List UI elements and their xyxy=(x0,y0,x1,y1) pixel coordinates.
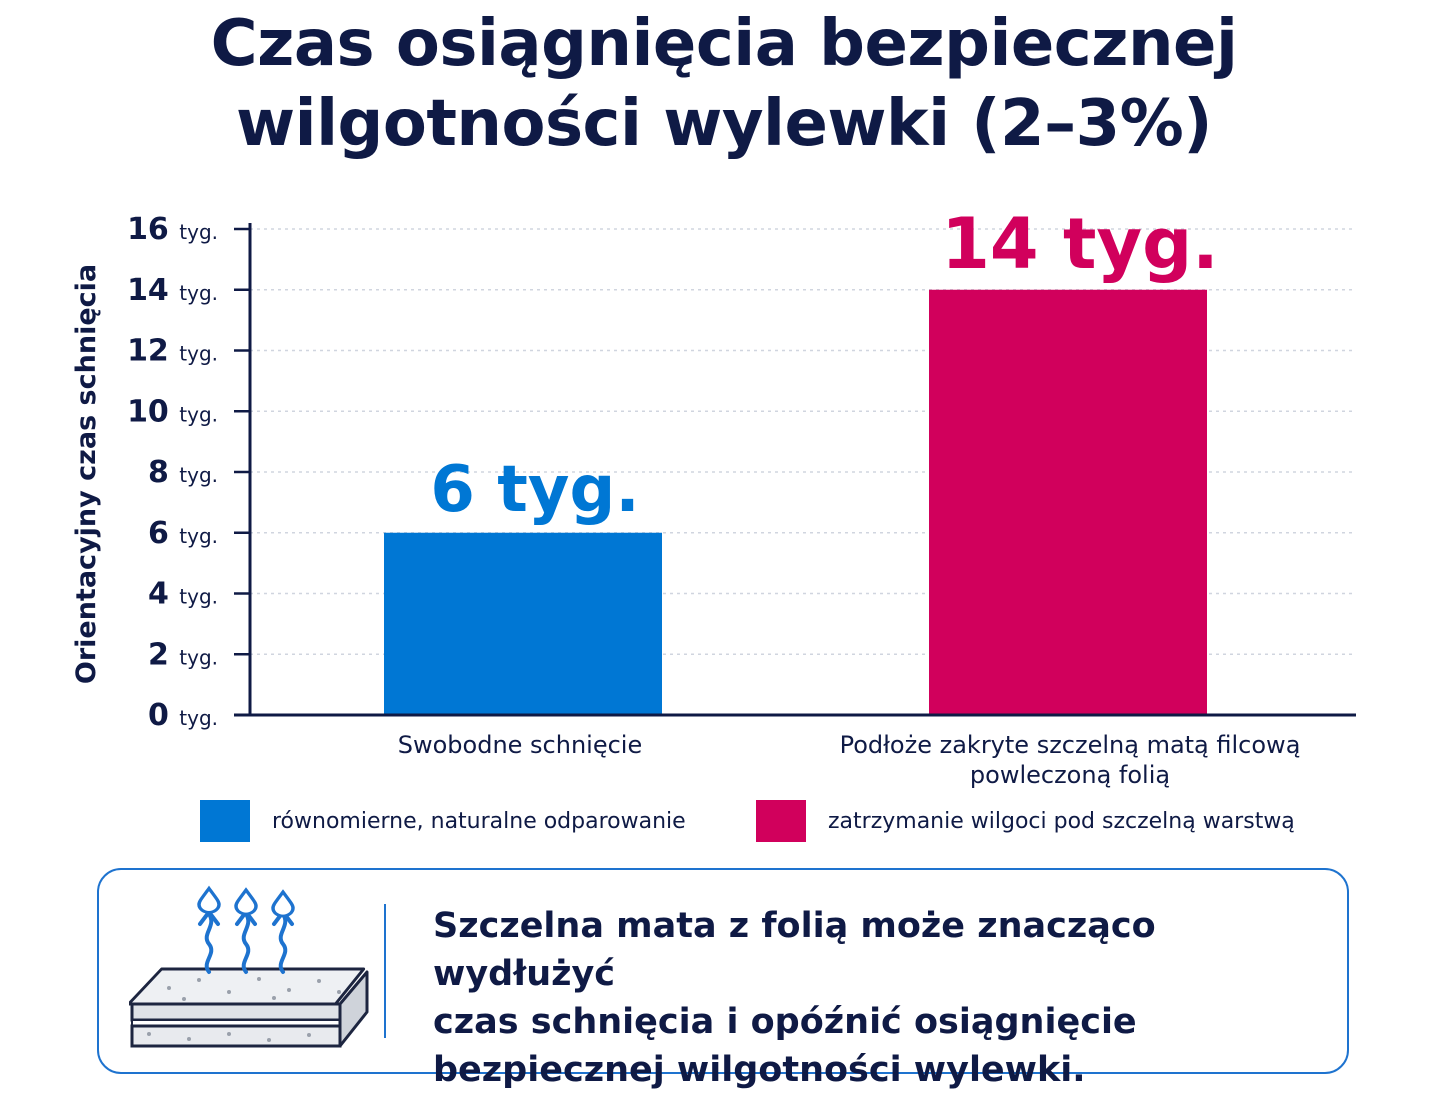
legend-label: równomierne, naturalne odparowanie xyxy=(272,808,686,834)
x-category-label: Swobodne schnięcie xyxy=(330,730,710,760)
y-tick-label: 8 tyg. xyxy=(148,455,218,490)
y-tick-label: 6 tyg. xyxy=(148,516,218,551)
info-text-line: Szczelna mata z folią może znacząco wydł… xyxy=(433,906,1156,994)
y-tick-label: 0 tyg. xyxy=(148,698,218,733)
chart-title-line: Czas osiągnięcia bezpiecznej xyxy=(210,7,1238,81)
y-axis-label: Orientacyjny czas schnięcia xyxy=(71,264,102,684)
y-tick-label: 2 tyg. xyxy=(148,637,218,672)
legend-swatch xyxy=(200,800,250,842)
y-tick-label: 16 tyg. xyxy=(127,212,218,247)
y-tick-label: 4 tyg. xyxy=(148,577,218,612)
drying-mat-icon xyxy=(129,885,369,1048)
x-category-line: Podłoże zakryte szczelną matą filcową xyxy=(839,731,1301,759)
info-text-line: czas schnięcia i opóźnić osiągnięcie xyxy=(433,1002,1137,1042)
bar xyxy=(929,289,1207,715)
info-text-line: bezpiecznej wilgotności wylewki. xyxy=(433,1050,1086,1090)
chart-title-line: wilgotności wylewki (2–3%) xyxy=(236,87,1212,161)
info-text: Szczelna mata z folią może znacząco wydł… xyxy=(433,902,1333,1094)
x-category-label: Podłoże zakryte szczelną matą filcową po… xyxy=(800,730,1340,790)
info-divider xyxy=(384,904,386,1038)
legend-item-blue: równomierne, naturalne odparowanie xyxy=(200,800,686,842)
bar-value-label: 6 tyg. xyxy=(430,453,639,527)
y-tick-label: 10 tyg. xyxy=(127,394,218,429)
y-tick-label: 12 tyg. xyxy=(127,334,218,369)
info-callout: Szczelna mata z folią może znacząco wydł… xyxy=(97,868,1349,1090)
x-category-line: powleczoną folią xyxy=(969,761,1171,789)
bar-value-label: 14 tyg. xyxy=(941,203,1219,285)
legend-swatch xyxy=(756,800,806,842)
x-category-line: Swobodne schnięcie xyxy=(397,731,643,759)
bar-chart: 0 tyg. 2 tyg. 4 tyg. 6 tyg. 8 tyg. 10 tyg. 12 … xyxy=(71,203,1356,733)
legend-item-magenta: zatrzymanie wilgoci pod szczelną warstwą xyxy=(756,800,1295,842)
bar xyxy=(384,532,662,715)
chart-title: Czas osiągnięcia bezpiecznej wilgotności… xyxy=(0,4,1448,164)
y-tick-label: 14 tyg. xyxy=(127,273,218,308)
legend-label: zatrzymanie wilgoci pod szczelną warstwą xyxy=(828,808,1295,834)
